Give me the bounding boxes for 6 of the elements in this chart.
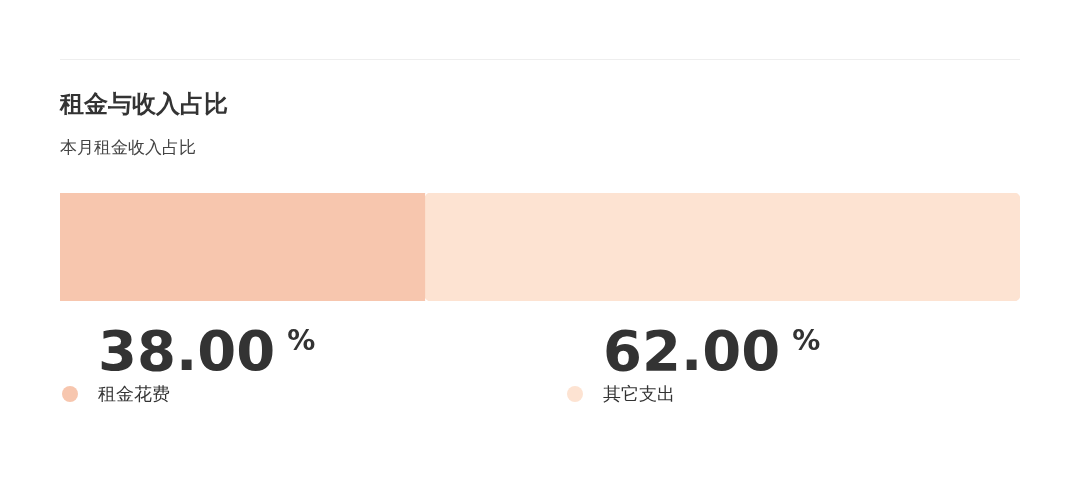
chart-subtitle: 本月租金收入占比 [60, 136, 196, 159]
chart-title: 租金与收入占比 [60, 89, 228, 120]
data-label: 38.00$^{%}$ [98, 317, 316, 383]
legend-label: 租金花费 [98, 382, 170, 406]
legend-label: 其它支出 [603, 382, 675, 406]
data-label: 62.00$^{%}$ [603, 317, 821, 383]
